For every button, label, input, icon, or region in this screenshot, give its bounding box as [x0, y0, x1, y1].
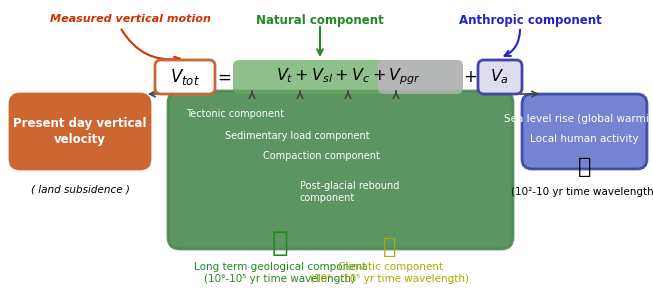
FancyBboxPatch shape — [478, 60, 522, 94]
Text: Sea level rise (global warming): Sea level rise (global warming) — [503, 114, 653, 124]
Text: $V_{tot}$: $V_{tot}$ — [170, 67, 200, 87]
Text: Compaction component: Compaction component — [263, 151, 380, 161]
Text: Anthropic component: Anthropic component — [458, 14, 601, 27]
Text: ( land subsidence ): ( land subsidence ) — [31, 184, 129, 194]
Text: $V_a$: $V_a$ — [490, 68, 509, 86]
Text: Present day vertical
velocity: Present day vertical velocity — [13, 118, 147, 146]
Text: $V_t + V_{sl} + V_c + V_{pgr}$: $V_t + V_{sl} + V_c + V_{pgr}$ — [276, 67, 421, 87]
FancyBboxPatch shape — [10, 94, 150, 169]
FancyBboxPatch shape — [168, 91, 513, 249]
FancyBboxPatch shape — [522, 94, 647, 169]
Text: Long term geological component
(10⁶-10⁵ yr time wavelength): Long term geological component (10⁶-10⁵ … — [194, 262, 366, 283]
Text: ⏜: ⏜ — [578, 157, 591, 177]
Text: $=$: $=$ — [214, 68, 232, 86]
FancyBboxPatch shape — [233, 60, 463, 94]
FancyBboxPatch shape — [378, 60, 463, 94]
Text: Tectonic component: Tectonic component — [186, 109, 284, 119]
Text: ⏜: ⏜ — [383, 237, 396, 257]
Text: ⏜: ⏜ — [272, 229, 289, 257]
Text: Natural component: Natural component — [256, 14, 384, 27]
Text: (10²-10 yr time wavelength): (10²-10 yr time wavelength) — [511, 187, 653, 197]
Text: Post-glacial rebound
component: Post-glacial rebound component — [300, 181, 400, 203]
Text: Local human activity: Local human activity — [530, 134, 639, 144]
Text: Measured vertical motion: Measured vertical motion — [50, 14, 210, 24]
Text: Sedimentary load component: Sedimentary load component — [225, 131, 370, 141]
FancyBboxPatch shape — [155, 60, 215, 94]
Text: Climatic component
(10⁴ – 10⁵ yr time wavelength): Climatic component (10⁴ – 10⁵ yr time wa… — [310, 262, 470, 283]
Text: $+$: $+$ — [463, 68, 477, 86]
